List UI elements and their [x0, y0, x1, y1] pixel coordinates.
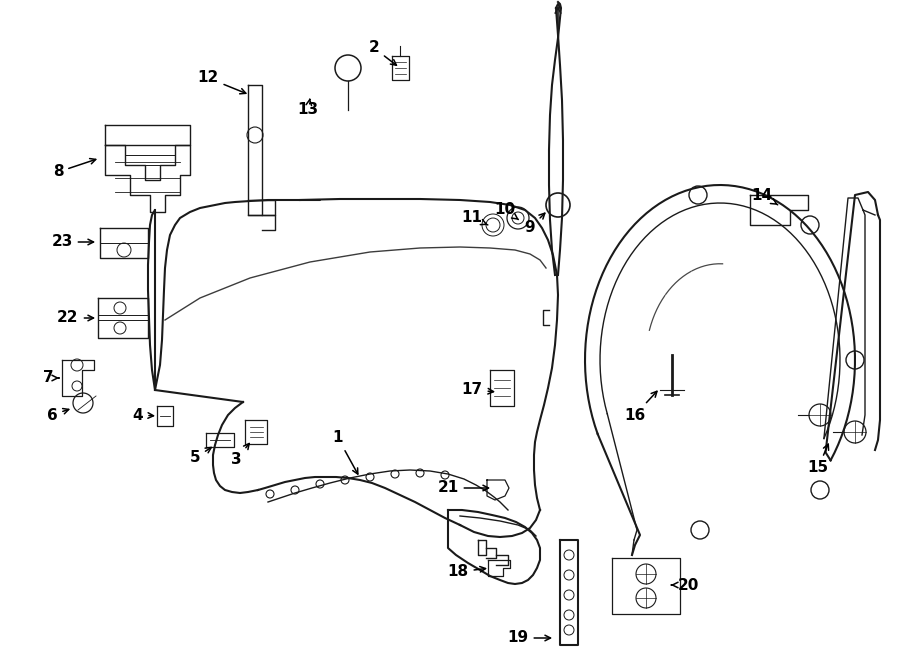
- Text: 18: 18: [447, 565, 486, 579]
- Text: 20: 20: [671, 577, 698, 592]
- Text: 19: 19: [508, 630, 551, 645]
- Text: 14: 14: [752, 187, 778, 205]
- Text: 12: 12: [197, 70, 246, 94]
- Text: 10: 10: [494, 203, 518, 220]
- Text: 17: 17: [462, 383, 493, 397]
- Text: 23: 23: [51, 234, 94, 250]
- Text: 3: 3: [230, 444, 249, 467]
- Text: 2: 2: [369, 40, 396, 66]
- Text: 1: 1: [333, 430, 358, 474]
- Text: 15: 15: [807, 444, 829, 475]
- Text: 11: 11: [462, 211, 488, 226]
- Text: 6: 6: [47, 408, 68, 422]
- Text: 5: 5: [190, 448, 212, 465]
- Text: 4: 4: [132, 408, 154, 422]
- Text: 22: 22: [58, 310, 94, 326]
- Text: 21: 21: [437, 481, 489, 495]
- Text: 16: 16: [625, 391, 657, 422]
- Text: 7: 7: [42, 371, 58, 385]
- Text: 8: 8: [53, 158, 95, 179]
- Text: 9: 9: [525, 213, 544, 236]
- Text: 13: 13: [297, 99, 319, 117]
